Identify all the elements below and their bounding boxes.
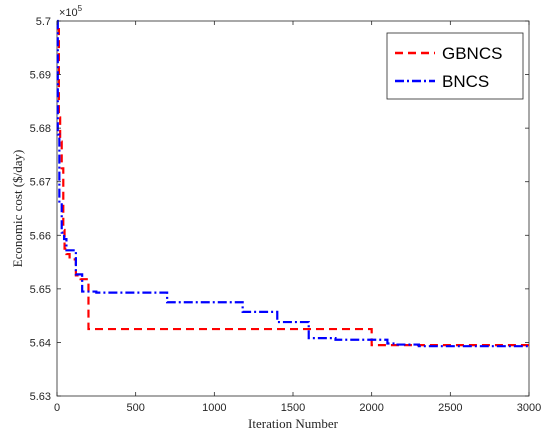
y-tick-label: 5.69 [30,70,51,82]
x-tick-label: 3000 [517,402,541,414]
series-line-bncs [56,19,529,348]
x-tick-label: 1000 [202,402,226,414]
legend-label-gbncs: GBNCS [442,44,502,63]
x-tick-label: 500 [126,402,144,414]
y-axis-multiplier: ×105 [59,4,83,19]
y-axis-multiplier-base: ×10 [59,7,78,19]
x-tick-label: 1500 [281,402,305,414]
y-tick-label: 5.68 [30,123,51,135]
y-axis-multiplier-exponent: 5 [78,4,83,13]
x-tick-label: 2500 [438,402,462,414]
x-axis-label: Iteration Number [248,416,339,431]
y-tick-label: 5.7 [36,16,51,28]
y-tick-label: 5.64 [30,337,51,349]
y-tick-label: 5.63 [30,391,51,403]
series-layer [56,19,529,348]
legend-label-bncs: BNCS [442,72,489,91]
x-tick-label: 0 [54,402,60,414]
y-tick-label: 5.67 [30,177,51,189]
series-line-gbncs [57,27,529,347]
legend: GBNCS BNCS [386,32,524,100]
y-tick-label: 5.66 [30,230,51,242]
x-tick-label: 2000 [359,402,383,414]
y-axis-label: Economic cost ($/day) [10,150,25,268]
ticks-layer: 0 500 1000 1500 2000 2500 3000 5.63 5.64 5.65 5.66… [30,16,542,414]
y-tick-label: 5.65 [30,284,51,296]
legend-box [386,32,524,100]
